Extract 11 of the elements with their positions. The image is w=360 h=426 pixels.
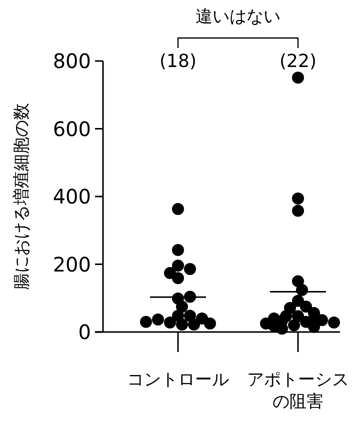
x-tick-label: アポトーシスの阻害 xyxy=(247,370,349,412)
y-tick-label: 800 xyxy=(52,49,91,73)
text: 違いはない xyxy=(196,7,280,27)
y-tick-label: 200 xyxy=(52,252,91,276)
y-axis-title: 腸における増殖細胞の数 xyxy=(12,103,32,290)
x-tick-label: コントロール xyxy=(127,370,229,390)
y-tick-label: 400 xyxy=(52,184,91,208)
y-tick-label: 0 xyxy=(78,320,91,344)
y-tick-label: 600 xyxy=(52,116,91,141)
annotation: (18) xyxy=(160,51,196,72)
annotation: (22) xyxy=(280,51,316,72)
